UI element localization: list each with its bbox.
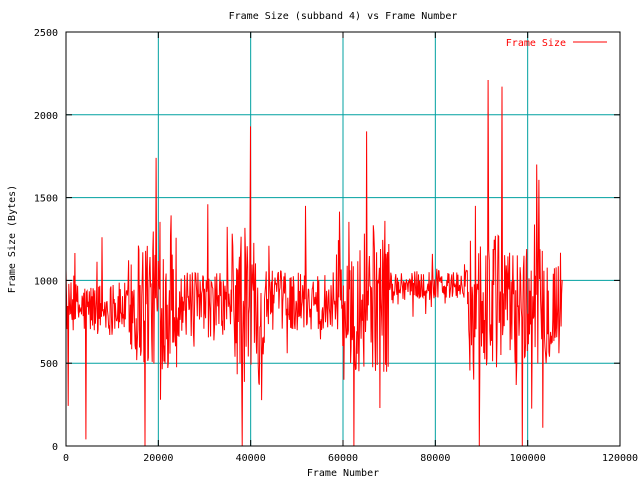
x-tick-label: 40000 (236, 453, 266, 464)
x-axis-label: Frame Number (307, 468, 379, 479)
x-tick-label: 60000 (328, 453, 358, 464)
legend: Frame Size (506, 38, 607, 49)
series-frame-size (65, 79, 563, 447)
x-tick-label: 0 (63, 453, 69, 464)
y-axis-label: Frame Size (Bytes) (7, 185, 18, 293)
y-tick-label: 1000 (34, 276, 58, 287)
y-tick-label: 2000 (34, 111, 58, 122)
y-tick-label: 2500 (34, 28, 58, 39)
x-tick-label: 20000 (143, 453, 173, 464)
legend-label: Frame Size (506, 38, 566, 49)
y-tick-label: 0 (52, 442, 58, 453)
series-line-frame-size (65, 79, 563, 447)
y-tick-label: 1500 (34, 194, 58, 205)
axis-ticks: 0 20000 40000 60000 80000 100000 120000 0 500 100… (34, 28, 638, 464)
x-tick-label: 80000 (420, 453, 450, 464)
x-tick-label: 120000 (602, 453, 638, 464)
chart-title: Frame Size (subband 4) vs Frame Number (229, 11, 458, 22)
y-tick-label: 500 (40, 359, 58, 370)
x-tick-label: 100000 (510, 453, 546, 464)
